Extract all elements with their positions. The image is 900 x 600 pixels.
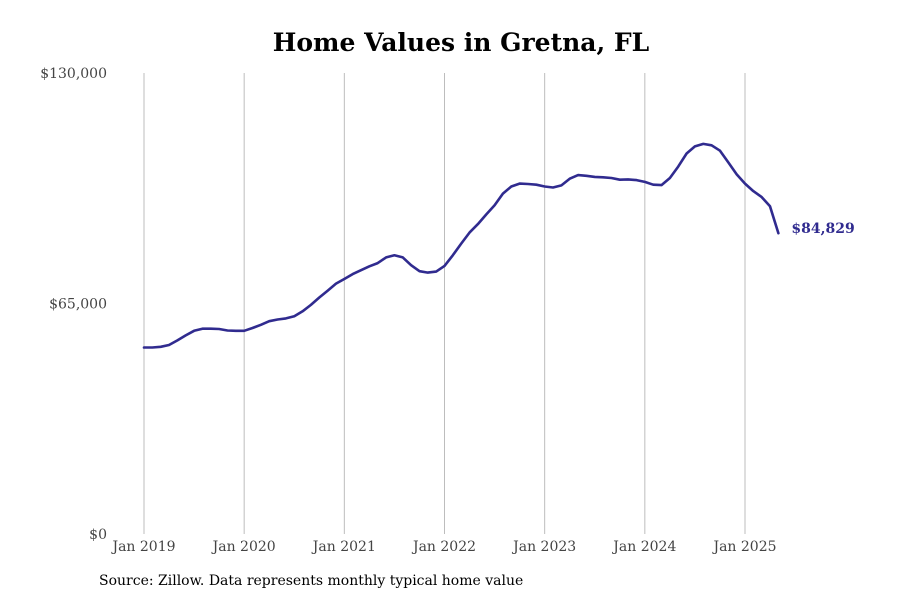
x-tick-label: Jan 2025 bbox=[711, 539, 776, 555]
x-tick-label: Jan 2021 bbox=[311, 539, 376, 555]
y-tick-label: $0 bbox=[89, 527, 107, 543]
x-tick-label: Jan 2020 bbox=[211, 539, 276, 555]
x-tick-label: Jan 2022 bbox=[411, 539, 476, 555]
end-value-label: $84,829 bbox=[791, 221, 854, 237]
y-tick-label: $130,000 bbox=[40, 66, 107, 82]
x-tick-label: Jan 2019 bbox=[110, 539, 175, 555]
x-tick-label: Jan 2024 bbox=[611, 539, 676, 555]
series-line bbox=[142, 142, 780, 349]
chart-title: Home Values in Gretna, FL bbox=[272, 28, 650, 57]
y-tick-label: $65,000 bbox=[49, 297, 107, 313]
x-tick-label: Jan 2023 bbox=[511, 539, 576, 555]
source-note: Source: Zillow. Data represents monthly … bbox=[99, 573, 524, 589]
